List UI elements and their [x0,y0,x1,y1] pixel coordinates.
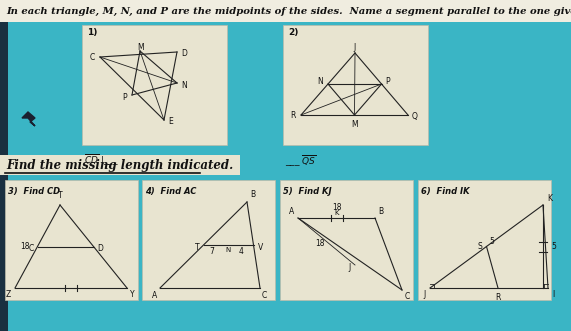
Text: In each triangle, M, N, and P are the midpoints of the sides.  Name a segment pa: In each triangle, M, N, and P are the mi… [6,7,571,16]
Text: 5: 5 [490,237,494,246]
Text: T: T [195,243,199,252]
Text: R: R [495,293,501,302]
Text: 7: 7 [209,247,214,256]
Text: N: N [317,77,323,86]
Text: E: E [168,117,173,125]
Text: K: K [547,194,552,203]
Text: M: M [351,120,358,129]
Text: J: J [424,290,426,299]
Text: B: B [250,190,255,199]
Text: 18: 18 [315,240,325,249]
Text: 5: 5 [551,242,556,251]
Text: C: C [90,54,95,63]
Text: P: P [385,77,390,86]
Text: M: M [138,42,144,52]
Bar [280,180,413,300]
Text: 5)  Find KJ: 5) Find KJ [283,187,332,196]
Text: C: C [28,244,34,253]
Text: 4)  Find AC: 4) Find AC [145,187,196,196]
Text: 18: 18 [20,242,30,251]
Text: 1): 1) [87,28,98,37]
Text: D: D [181,49,187,58]
Text: Q: Q [412,112,418,120]
Text: J: J [354,43,356,53]
Bar [82,25,227,145]
Text: 6)  Find IK: 6) Find IK [421,187,469,196]
Text: N: N [181,80,187,89]
Text: S: S [478,242,482,251]
Text: J: J [349,263,351,272]
Polygon shape [22,112,35,126]
Bar [283,25,428,145]
Text: C: C [262,291,267,300]
Text: Y: Y [130,290,135,299]
Text: ___ $\overline{QS}$: ___ $\overline{QS}$ [285,153,316,168]
Text: Find the missing length indicated.: Find the missing length indicated. [6,159,233,171]
Text: 18: 18 [332,204,341,213]
Text: P: P [122,92,127,102]
Text: B: B [378,207,383,216]
Bar [142,180,275,300]
Text: V: V [258,243,263,252]
Text: K: K [334,210,339,216]
Bar [0,0,571,22]
Text: Z: Z [6,290,11,299]
Text: 3)  Find CD: 3) Find CD [8,187,60,196]
Bar [0,0,8,331]
Text: R: R [291,112,296,120]
Bar [5,180,138,300]
Text: 4: 4 [239,247,244,256]
Text: N: N [226,247,231,253]
Text: C: C [405,292,410,301]
Bar [418,180,551,300]
Text: A: A [289,207,294,216]
Text: T: T [58,191,62,200]
Text: I: I [552,290,554,299]
Text: $\overline{CD}$ |___: $\overline{CD}$ |___ [84,153,119,168]
Text: A: A [152,291,157,300]
Text: 2): 2) [288,28,299,37]
Bar [0,155,240,175]
Text: D: D [98,244,103,253]
